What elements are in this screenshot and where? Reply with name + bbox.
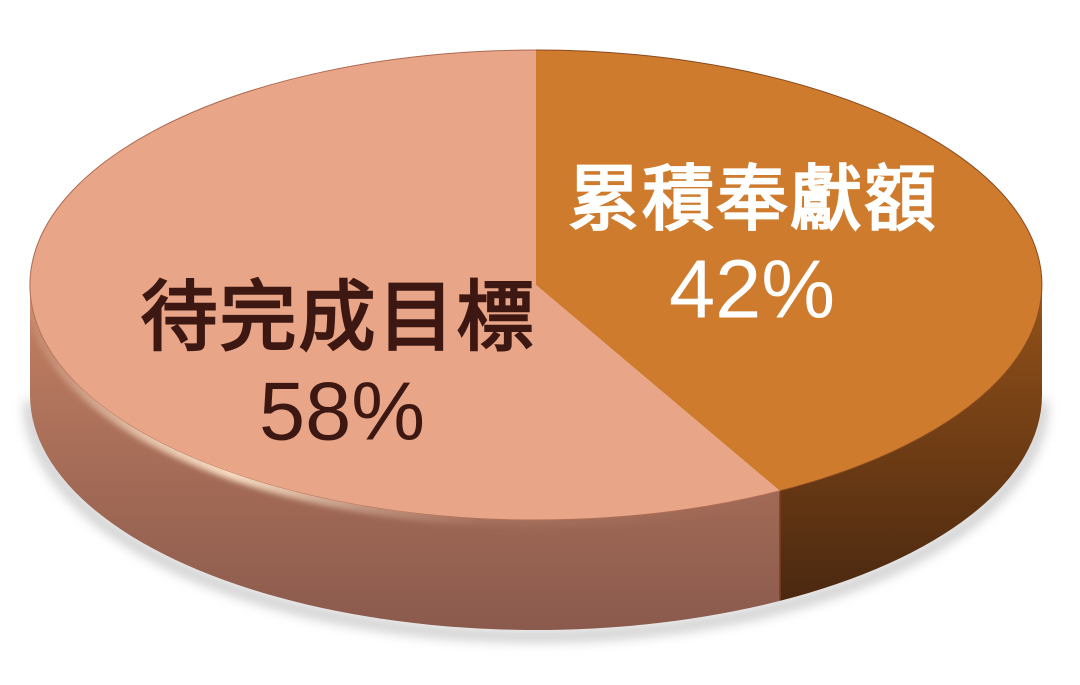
svg-text:累積奉獻額: 累積奉獻額	[568, 160, 938, 240]
svg-text:58%: 58%	[259, 365, 425, 458]
svg-text:待完成目標: 待完成目標	[141, 275, 536, 361]
svg-text:42%: 42%	[669, 243, 835, 336]
